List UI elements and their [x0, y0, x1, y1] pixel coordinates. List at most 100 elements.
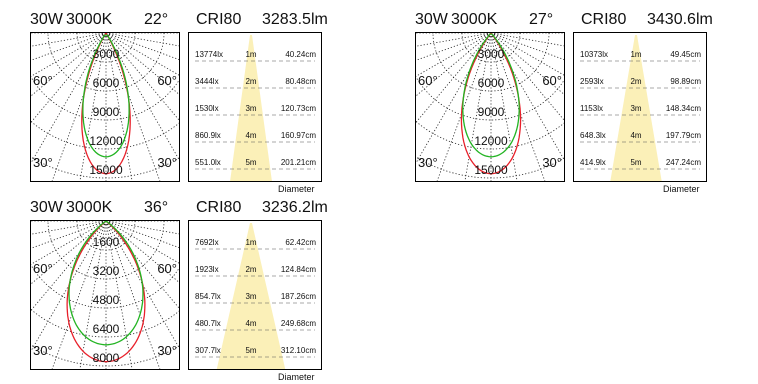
distance-value: 4m	[630, 131, 641, 140]
polar-ray	[51, 33, 107, 181]
polar-ray	[490, 33, 564, 76]
polar-ray	[105, 221, 161, 369]
diameter-value: 124.84cm	[281, 265, 316, 274]
polar-ray	[416, 33, 492, 97]
cone-row: 854.7lx 3m 187.26cm	[195, 292, 316, 304]
polar-ray	[105, 33, 133, 181]
polar-ray	[31, 33, 107, 97]
diameter-value: 98.89cm	[670, 77, 701, 86]
cone-row: 648.3lx 4m 197.79cm	[580, 131, 701, 143]
polar-ray	[31, 33, 107, 47]
radial-label: 12000	[474, 134, 508, 148]
radial-label: 9000	[93, 105, 120, 119]
header-lumens: 3430.6lm	[647, 11, 713, 28]
polar-ray	[490, 33, 564, 47]
chart-header: 30W 3000K 22° CRI80 3283.5lm	[30, 10, 360, 32]
radial-label: 6000	[478, 76, 505, 90]
angle-label: 30°	[418, 155, 438, 170]
cone-row: 551.0lx 5m 201.21cm	[195, 158, 316, 170]
illuminance-cone: 10373lx 1m 49.45cm 2593lx 2m 98.89cm 1153lx 3m 1…	[573, 32, 707, 182]
diameter-value: 120.73cm	[281, 104, 316, 113]
diameter-value: 40.24cm	[285, 50, 316, 59]
diameter-caption: Diameter	[278, 372, 315, 382]
distance-value: 5m	[245, 158, 256, 167]
header-beam-angle: 27°	[529, 11, 554, 28]
lux-value: 860.9lx	[195, 131, 221, 140]
angle-label: 60°	[157, 261, 177, 276]
illuminance-cone: 13774lx 1m 40.24cm 3444lx 2m 80.48cm 1530lx 3m 1…	[188, 32, 322, 182]
distance-value: 3m	[245, 292, 256, 301]
distance-value: 5m	[245, 346, 256, 355]
cone-row: 1530lx 3m 120.73cm	[195, 104, 316, 116]
polar-ray	[105, 221, 179, 248]
diameter-value: 312.10cm	[281, 346, 316, 355]
polar-ray	[416, 33, 492, 124]
polar-ray	[31, 33, 107, 124]
polar-ray	[416, 33, 492, 61]
cone-row: 7692lx 1m 62.42cm	[195, 238, 316, 250]
polar-ray	[31, 33, 107, 164]
radial-label: 3000	[478, 47, 505, 61]
distance-value: 2m	[245, 265, 256, 274]
header-cri: CRI80	[581, 11, 627, 28]
distance-value: 3m	[630, 104, 641, 113]
header-cri: CRI80	[196, 199, 242, 216]
cone-row: 13774lx 1m 40.24cm	[195, 50, 316, 62]
distance-value: 4m	[245, 319, 256, 328]
header-power: 30W	[30, 199, 63, 216]
chart-panel: 30W 3000K 27° CRI80 3430.6lm 3000 6000 9000 1200…	[415, 10, 745, 194]
illuminance-cone: 7692lx 1m 62.42cm 1923lx 2m 124.84cm 854.7lx 3m…	[188, 220, 322, 370]
cone-row: 10373lx 1m 49.45cm	[580, 50, 701, 62]
polar-ray	[105, 33, 179, 161]
diameter-value: 197.79cm	[666, 131, 701, 140]
diameter-value: 160.97cm	[281, 131, 316, 140]
lux-value: 1153lx	[580, 104, 603, 113]
polar-ray	[31, 221, 107, 249]
radial-label: 3200	[93, 264, 120, 278]
polar-ray	[31, 33, 107, 77]
distance-value: 3m	[245, 104, 256, 113]
header-power: 30W	[415, 11, 448, 28]
polar-ray	[31, 221, 107, 352]
lux-value: 7692lx	[195, 238, 219, 247]
polar-ray	[105, 33, 179, 95]
cone-row: 860.9lx 4m 160.97cm	[195, 131, 316, 143]
diameter-value: 148.34cm	[666, 104, 701, 113]
angle-label: 60°	[542, 73, 562, 88]
intensity-curve	[68, 221, 144, 346]
polar-ray	[51, 221, 107, 369]
angle-label: 30°	[542, 155, 562, 170]
radial-label: 12000	[89, 134, 123, 148]
polar-ray	[105, 33, 179, 47]
diameter-value: 247.24cm	[666, 158, 701, 167]
distance-value: 2m	[630, 77, 641, 86]
cone-row: 307.7lx 5m 312.10cm	[195, 346, 316, 358]
diameter-value: 62.42cm	[285, 238, 316, 247]
radial-label: 8000	[93, 351, 120, 365]
polar-ray	[31, 221, 107, 312]
lux-value: 307.7lx	[195, 346, 221, 355]
angle-label: 60°	[418, 73, 438, 88]
header-power: 30W	[30, 11, 63, 28]
polar-ray	[105, 221, 179, 309]
diameter-value: 80.48cm	[285, 77, 316, 86]
chart-header: 30W 3000K 27° CRI80 3430.6lm	[415, 10, 745, 32]
distance-value: 1m	[630, 50, 641, 59]
lux-value: 3444lx	[195, 77, 219, 86]
light-cone	[216, 223, 286, 369]
lux-value: 1530lx	[195, 104, 219, 113]
diameter-value: 249.68cm	[281, 319, 316, 328]
lux-value: 854.7lx	[195, 292, 221, 301]
polar-ray	[490, 33, 564, 60]
cone-row: 3444lx 2m 80.48cm	[195, 77, 316, 89]
lux-value: 414.9lx	[580, 158, 606, 167]
intensity-curve	[462, 33, 520, 158]
polar-ray	[416, 33, 492, 77]
chart-panel: 30W 3000K 22° CRI80 3283.5lm 3000 6000 9000 1200…	[30, 10, 360, 194]
polar-ray	[105, 33, 179, 60]
radial-label: 6000	[93, 76, 120, 90]
lux-value: 480.7lx	[195, 319, 221, 328]
distance-value: 1m	[245, 50, 256, 59]
diameter-caption: Diameter	[663, 184, 700, 194]
header-cct: 3000K	[66, 199, 113, 216]
